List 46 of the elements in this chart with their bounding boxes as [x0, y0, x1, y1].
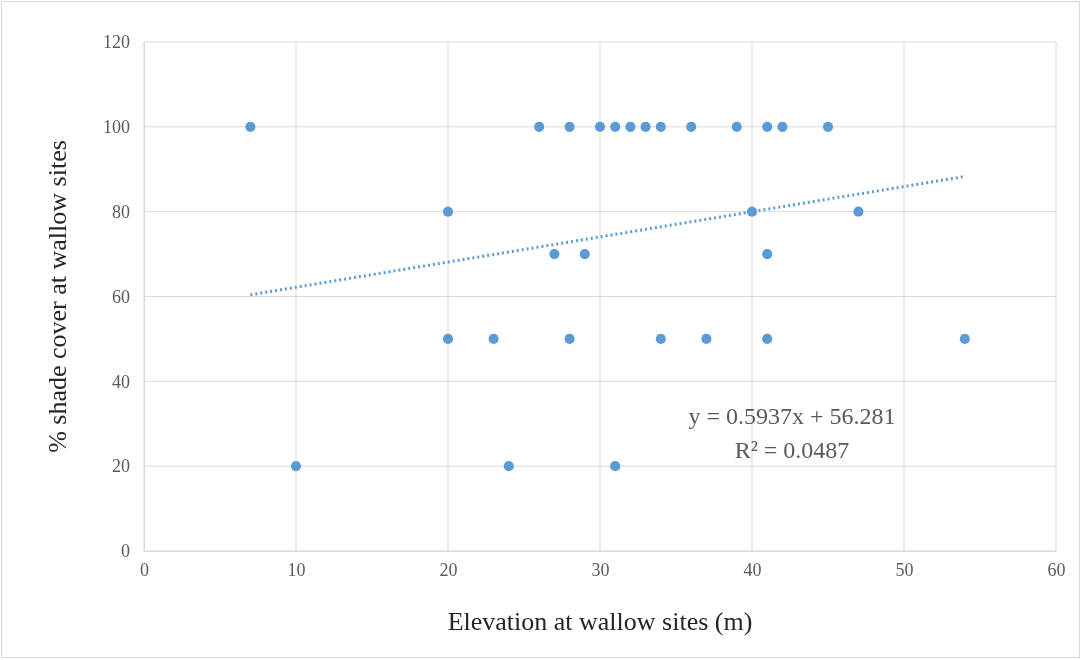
point: [762, 121, 773, 132]
point: [503, 461, 514, 472]
point: [686, 121, 697, 132]
x-tick-label: 20: [439, 559, 458, 580]
y-tick-label: 80: [112, 201, 130, 222]
point: [655, 333, 666, 344]
point: [610, 461, 621, 472]
x-tick-label: 30: [591, 559, 610, 580]
point: [701, 333, 712, 344]
point: [762, 333, 773, 344]
point: [579, 249, 590, 260]
point: [610, 121, 621, 132]
point: [655, 121, 666, 132]
y-tick-label: 100: [103, 117, 130, 138]
point: [959, 333, 970, 344]
y-tick-label: 40: [112, 371, 130, 392]
point: [488, 333, 499, 344]
point: [564, 333, 575, 344]
x-tick-label: 60: [1047, 559, 1066, 580]
point: [625, 121, 636, 132]
y-axis-title: % shade cover at wallow sites: [43, 140, 72, 453]
point: [777, 121, 788, 132]
point: [731, 121, 742, 132]
point: [442, 333, 454, 344]
annotation: R² = 0.0487: [734, 437, 850, 463]
point: [640, 121, 651, 132]
point: [762, 249, 773, 260]
y-tick-label: 60: [112, 286, 130, 307]
x-tick-label: 40: [743, 559, 762, 580]
y-tick-label: 120: [103, 32, 130, 53]
y-tick-label: 20: [112, 456, 130, 477]
x-tick-label: 0: [140, 559, 149, 580]
point: [290, 461, 302, 472]
point: [534, 121, 545, 132]
x-tick-label: 10: [287, 559, 306, 580]
point: [245, 121, 256, 132]
y-tick-label: 0: [121, 541, 130, 562]
point: [853, 206, 864, 217]
point: [549, 249, 560, 260]
annotation: y = 0.5937x + 56.281: [688, 403, 896, 429]
point: [442, 206, 454, 217]
point: [822, 121, 834, 132]
x-axis-title: Elevation at wallow sites (m): [447, 607, 753, 636]
point: [564, 121, 575, 132]
point: [594, 121, 606, 132]
x-tick-label: 50: [895, 559, 914, 580]
